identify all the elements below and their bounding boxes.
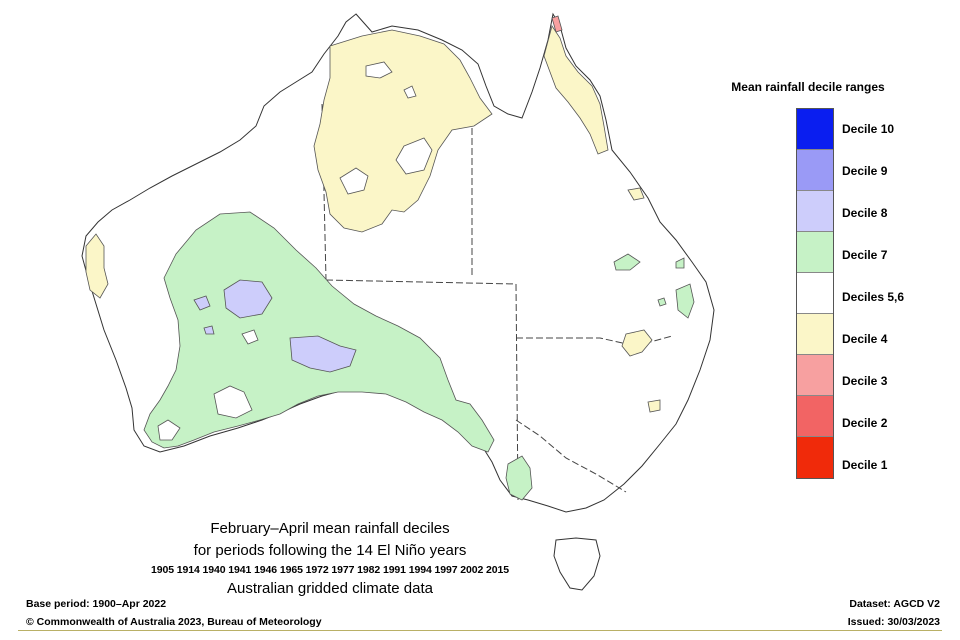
legend-label-1: Decile 9 [842, 164, 888, 178]
tasmania [553, 537, 601, 591]
legend-label-7: Decile 2 [842, 416, 888, 430]
legend-label-8: Decile 1 [842, 458, 888, 472]
title-line-4: Australian gridded climate data [227, 580, 433, 597]
legend-swatch-1 [797, 150, 833, 191]
bottom-rule [18, 630, 942, 631]
decile-8-regions [193, 279, 357, 373]
legend-swatch-7 [797, 396, 833, 437]
dataset-label: Dataset: AGCD V2 [849, 598, 940, 610]
legend-label-0: Decile 10 [842, 122, 895, 136]
decile-3-patch [551, 15, 563, 33]
legend-label-5: Decile 4 [842, 332, 888, 346]
title-line-1: February–April mean rainfall deciles [210, 520, 450, 537]
nt-holes [339, 61, 433, 195]
legend-swatch-2 [797, 191, 833, 232]
legend-swatch-0 [797, 109, 833, 150]
legend-label-6: Decile 3 [842, 374, 888, 388]
legend-labels: Decile 10 Decile 9 Decile 8 Decile 7 Deciles… [842, 108, 904, 486]
copyright: © Commonwealth of Australia 2023, Bureau… [26, 616, 322, 628]
legend-swatch-5 [797, 314, 833, 355]
legend-color-bar [796, 108, 834, 479]
base-period: Base period: 1900–Apr 2022 [26, 598, 167, 610]
legend-label-4: Deciles 5,6 [842, 290, 905, 304]
legend-swatch-4 [797, 273, 833, 314]
decile-7-holes [157, 329, 259, 441]
legend-swatch-3 [797, 232, 833, 273]
legend-swatch-8 [797, 437, 833, 478]
issued-date: Issued: 30/03/2023 [847, 616, 940, 628]
legend-label-3: Decile 7 [842, 248, 888, 262]
map-title-block: February–April mean rainfall deciles for… [110, 518, 550, 600]
legend-label-2: Decile 8 [842, 206, 888, 220]
el-nino-years: 1905 1914 1940 1941 1946 1965 1972 1977 … [150, 564, 510, 576]
legend-title: Mean rainfall decile ranges [731, 80, 885, 94]
legend-swatch-6 [797, 355, 833, 396]
title-line-2: for periods following the 14 El Niño yea… [193, 542, 467, 559]
